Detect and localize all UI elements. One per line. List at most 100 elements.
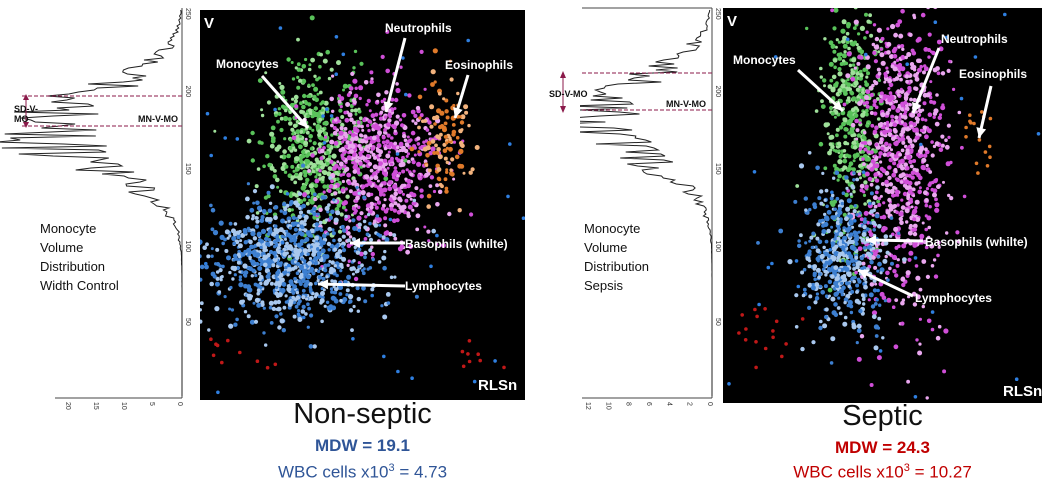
neutrophil-dot [870, 123, 875, 128]
eosinophil-dot [444, 189, 449, 194]
lymphocyte-dot [858, 308, 863, 314]
neutrophil-dot [377, 130, 382, 136]
lymphocytes-label: Lymphocytes [915, 291, 992, 305]
monocyte-dot [850, 70, 856, 76]
lymphocyte-dot [874, 223, 878, 227]
eosinophil-dot [448, 146, 453, 152]
lymphocyte-dot [205, 242, 209, 247]
lymphocyte-dot [291, 215, 296, 220]
lymphocyte-dot [217, 290, 222, 294]
lymphocyte-dot [883, 234, 889, 239]
monocyte-dot [827, 287, 833, 293]
lymphocyte-dot [290, 282, 294, 287]
neutrophil-dot [865, 89, 871, 95]
lymphocyte-dot [237, 254, 241, 259]
neutrophil-dot [344, 208, 348, 212]
neutrophil-dot [861, 141, 864, 145]
lymphocyte-dot [247, 288, 250, 292]
monocyte-dot [852, 133, 857, 137]
lymphocyte-dot [830, 336, 836, 342]
lymphocyte-dot [234, 256, 238, 261]
lymphocyte-dot [324, 218, 329, 222]
lymphocyte-dot [304, 237, 310, 242]
neutrophil-dot [925, 274, 930, 279]
eosinophil-dot [968, 119, 972, 124]
lymphocyte-dot [269, 321, 274, 325]
lymphocyte-dot [252, 201, 256, 205]
lymphocyte-dot [356, 296, 361, 302]
lymphocyte-dot [277, 243, 282, 247]
neutrophil-dot [414, 186, 419, 191]
neutrophil-dot [398, 171, 402, 175]
lymphocyte-dot [280, 287, 286, 294]
lymphocyte-dot [809, 235, 814, 240]
lymphocyte-dot [824, 294, 829, 299]
monocyte-dot [305, 159, 311, 165]
basophils-label: Basophils (whilte) [405, 237, 508, 251]
lymphocyte-dot [889, 234, 893, 238]
lymphocyte-dot [843, 300, 847, 305]
debris-dot [265, 365, 270, 370]
monocyte-dot [280, 104, 286, 109]
neutrophil-dot [386, 133, 391, 138]
neutrophil-dot [429, 175, 435, 180]
monocyte-dot [246, 138, 252, 144]
lymphocyte-dot [299, 264, 304, 270]
neutrophil-dot [908, 159, 913, 165]
neutrophil-dot [332, 126, 337, 130]
neutrophil-dot [370, 113, 376, 119]
neutrophil-dot [918, 186, 922, 190]
monocyte-dot [340, 115, 345, 119]
monocyte-dot [855, 152, 860, 157]
lymphocyte-dot [836, 259, 839, 263]
lymphocyte-dot [291, 234, 297, 240]
lymphocyte-dot [882, 258, 888, 264]
neutrophil-dot [919, 64, 923, 69]
lymphocyte-dot [327, 203, 331, 207]
lymphocyte-dot [844, 175, 849, 180]
lymphocyte-dot [332, 198, 336, 202]
stray-dot [273, 107, 277, 112]
histogram-tick-label: 10 [604, 402, 611, 410]
neutrophil-dot [879, 52, 885, 58]
neutrophil-dot [936, 71, 941, 76]
monocyte-dot [282, 149, 287, 154]
neutrophil-dot [924, 118, 928, 122]
neutrophil-dot [890, 23, 896, 30]
lymphocytes-arrow-head [858, 269, 870, 279]
lymphocyte-dot [293, 265, 298, 270]
monocyte-dot [856, 133, 862, 138]
lymphocyte-dot [228, 234, 232, 238]
eosinophil-dot [417, 94, 423, 100]
histogram-tick-label: 15 [92, 402, 99, 410]
neutrophil-dot [855, 128, 860, 133]
eosinophil-dot [459, 120, 465, 125]
lymphocyte-dot [298, 206, 302, 210]
eosinophil-dot [444, 109, 449, 114]
neutrophil-dot [923, 190, 928, 196]
lymphocyte-dot [843, 315, 848, 320]
neutrophil-dot [387, 118, 392, 123]
lymphocyte-dot [862, 219, 868, 224]
lymphocyte-dot [819, 201, 824, 206]
neutrophil-dot [932, 115, 936, 119]
monocyte-dot [341, 205, 346, 210]
stray-dot [321, 114, 325, 118]
neutrophil-dot [398, 118, 403, 122]
monocyte-dot [269, 143, 275, 149]
lymphocyte-dot [812, 264, 818, 269]
lymphocyte-dot [288, 226, 292, 230]
lymphocyte-dot [886, 278, 890, 282]
lymphocyte-dot [256, 242, 261, 247]
monocyte-dot [836, 52, 841, 57]
neutrophil-dot [336, 160, 340, 164]
neutrophil-dot [373, 219, 377, 223]
neutrophil-dot [892, 127, 897, 132]
neutrophil-dot [393, 236, 398, 241]
debris-dot [476, 352, 481, 357]
stray-dot [472, 379, 477, 384]
neutrophil-dot [942, 180, 945, 184]
neutrophil-dot [947, 135, 951, 139]
monocyte-dot [313, 86, 319, 92]
neutrophil-dot [914, 264, 919, 268]
